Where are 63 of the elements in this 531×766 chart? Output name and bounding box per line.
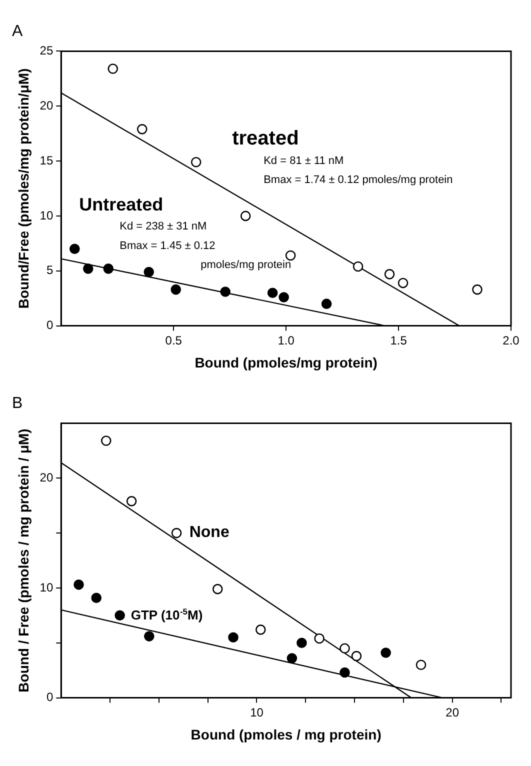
point (144, 266, 154, 278)
point (69, 244, 80, 254)
annotation: Bmax = 1.45 ± 0.12 (120, 240, 216, 252)
point (136, 124, 148, 134)
point (340, 667, 350, 678)
point (296, 638, 307, 648)
annotation: Kd = 238 ± 31 nM (120, 220, 207, 233)
y-tick-label: 0 (46, 318, 54, 332)
point (416, 660, 426, 670)
point (286, 653, 298, 664)
point (321, 298, 332, 309)
x-tick-label: 1.0 (278, 333, 295, 348)
point (278, 292, 289, 302)
point (340, 643, 350, 654)
y-axis-title: Bound / Free (pmoles / mg protein / μM) (15, 428, 32, 692)
x-tick-label: 1.5 (390, 333, 408, 348)
point (267, 288, 278, 298)
chart-title: B (12, 395, 23, 412)
point (351, 650, 362, 662)
x-axis-title: Bound (pmoles/mg protein) (194, 354, 378, 370)
series-label: Untreated (79, 194, 164, 214)
point (220, 286, 230, 297)
point (103, 264, 114, 274)
point (190, 156, 202, 168)
point (398, 278, 408, 288)
series-label: None (189, 524, 230, 542)
x-axis-title: Bound (pmoles / mg protein) (190, 726, 382, 742)
point (240, 210, 251, 222)
y-tick-label: 5 (46, 263, 54, 278)
x-tick-label: 2.0 (502, 333, 520, 348)
point (212, 584, 223, 594)
point (114, 610, 125, 621)
point (100, 436, 112, 446)
y-tick-label: 10 (40, 580, 54, 594)
point (228, 632, 238, 643)
point (285, 250, 296, 261)
point (144, 631, 154, 642)
annotation: treated (232, 128, 299, 150)
annotation: Kd = 81 ± 11 nM (264, 154, 344, 167)
y-tick-label: 25 (40, 44, 54, 58)
point (472, 284, 482, 295)
point (384, 269, 395, 280)
point (255, 624, 266, 635)
point (352, 261, 364, 272)
point (171, 528, 182, 538)
chart-title: A (12, 23, 23, 40)
annotation: pmoles/mg protein (200, 259, 292, 272)
y-tick-label: 10 (40, 208, 54, 222)
point (74, 580, 84, 590)
x-tick-label: 0.5 (165, 333, 182, 348)
point (380, 648, 391, 658)
y-tick-label: 0 (46, 690, 54, 704)
y-tick-label: 15 (40, 153, 54, 168)
point (82, 264, 94, 274)
point (314, 633, 324, 644)
y-axis-title: Bound/Free (pmoles/mg protein/μM) (15, 68, 32, 309)
y-tick-label: 20 (40, 470, 54, 484)
point (108, 64, 118, 74)
annotation: Bmax = 1.74 ± 0.12 pmoles/mg protein (264, 174, 453, 186)
point (126, 496, 137, 506)
point (170, 284, 182, 295)
y-tick-label: 20 (40, 98, 54, 112)
point (91, 592, 102, 603)
